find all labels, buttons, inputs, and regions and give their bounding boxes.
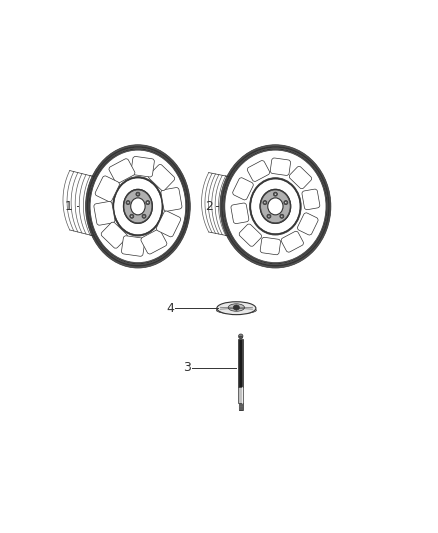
Text: 2: 2: [205, 200, 213, 213]
Ellipse shape: [130, 214, 134, 219]
Ellipse shape: [143, 215, 145, 217]
FancyBboxPatch shape: [161, 188, 182, 211]
Ellipse shape: [131, 215, 133, 217]
Ellipse shape: [239, 334, 243, 338]
Text: 1: 1: [64, 200, 72, 213]
Ellipse shape: [233, 305, 240, 310]
FancyBboxPatch shape: [94, 201, 115, 225]
Ellipse shape: [146, 200, 150, 205]
Ellipse shape: [284, 200, 288, 205]
Ellipse shape: [260, 189, 291, 223]
FancyBboxPatch shape: [121, 236, 145, 256]
Ellipse shape: [281, 215, 283, 217]
Ellipse shape: [124, 190, 152, 223]
Ellipse shape: [261, 190, 290, 223]
FancyBboxPatch shape: [289, 166, 312, 189]
Ellipse shape: [127, 201, 129, 204]
FancyBboxPatch shape: [281, 231, 304, 252]
Ellipse shape: [275, 193, 276, 195]
FancyBboxPatch shape: [109, 159, 135, 183]
FancyBboxPatch shape: [156, 211, 181, 237]
FancyBboxPatch shape: [95, 176, 120, 202]
FancyBboxPatch shape: [131, 157, 154, 177]
Ellipse shape: [280, 214, 284, 219]
Ellipse shape: [260, 189, 291, 224]
Ellipse shape: [136, 192, 140, 196]
Ellipse shape: [147, 201, 149, 204]
FancyBboxPatch shape: [302, 189, 320, 209]
FancyBboxPatch shape: [148, 164, 175, 191]
Ellipse shape: [126, 200, 130, 205]
FancyBboxPatch shape: [141, 229, 167, 254]
FancyBboxPatch shape: [270, 158, 290, 175]
Ellipse shape: [124, 189, 152, 223]
Ellipse shape: [217, 302, 256, 314]
Ellipse shape: [285, 201, 287, 204]
Ellipse shape: [123, 189, 152, 224]
Ellipse shape: [263, 200, 267, 205]
FancyBboxPatch shape: [233, 177, 253, 200]
Bar: [238, 387, 244, 403]
Ellipse shape: [268, 198, 283, 215]
Bar: [238, 339, 244, 387]
FancyBboxPatch shape: [101, 222, 127, 248]
Ellipse shape: [268, 215, 270, 217]
Ellipse shape: [216, 306, 256, 314]
Ellipse shape: [273, 192, 277, 196]
FancyBboxPatch shape: [231, 203, 249, 224]
Text: 4: 4: [166, 302, 174, 314]
Ellipse shape: [267, 214, 271, 219]
Ellipse shape: [137, 193, 139, 195]
FancyBboxPatch shape: [239, 224, 261, 246]
Ellipse shape: [131, 198, 145, 215]
Ellipse shape: [228, 304, 244, 311]
Ellipse shape: [239, 336, 243, 338]
FancyBboxPatch shape: [247, 160, 270, 182]
FancyBboxPatch shape: [297, 213, 318, 235]
Text: 3: 3: [183, 361, 191, 374]
Ellipse shape: [264, 201, 266, 204]
Ellipse shape: [142, 214, 146, 219]
Bar: [239, 403, 243, 410]
FancyBboxPatch shape: [260, 237, 281, 255]
